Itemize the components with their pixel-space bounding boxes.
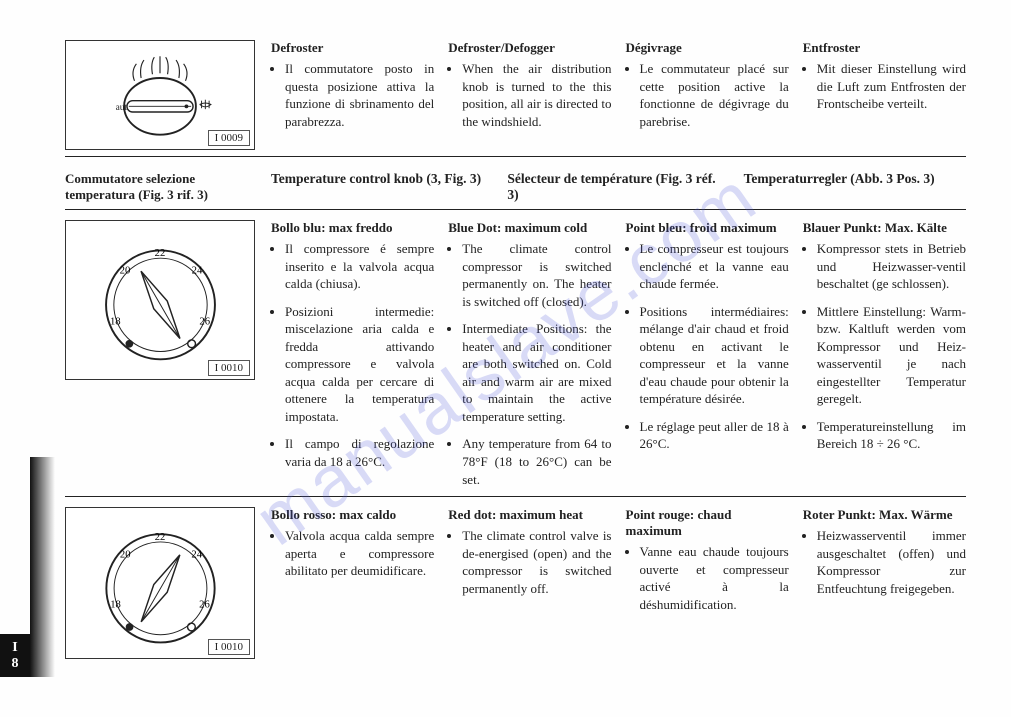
list-en: The climate control valve is de-energise…	[448, 527, 611, 597]
sec2head-fr: Sélecteur de température (Fig. 3 réf. 3)	[507, 171, 743, 203]
head-fr: Point bleu: froid maximum	[626, 220, 789, 236]
list-fr: Le compresseur est toujours enclenché et…	[626, 240, 789, 453]
list-de: Mit dieser Einstellung wird die Luft zum…	[803, 60, 966, 113]
section2-headings: Commutatore selezione temperatura (Fig. …	[65, 171, 966, 203]
list-it: Il commutatore posto in questa posizione…	[271, 60, 434, 130]
sec2head-it-col: Commutatore selezione temperatura (Fig. …	[65, 171, 255, 203]
head-it: Bollo blu: max freddo	[271, 220, 434, 236]
svg-text:aut: aut	[116, 103, 128, 113]
fig-temp-blue: 22 20 24 18 26 I 0010	[65, 220, 255, 380]
svg-text:18: 18	[110, 599, 121, 610]
side-tab: I 8	[0, 634, 30, 677]
section-defroster: aut I 0009 Defroster Il commutatore posto…	[65, 40, 966, 150]
list-it: Il compressore é sempre inserito e la va…	[271, 240, 434, 471]
divider	[65, 496, 966, 497]
section-blue-dot: 22 20 24 18 26 I 0010 Bollo blu: max fre…	[65, 220, 966, 490]
fig-defroster: aut I 0009	[65, 40, 255, 150]
list-fr: Le commutateur placé sur cette position …	[626, 60, 789, 130]
head-en: Defroster/Defogger	[448, 40, 611, 56]
side-gradient	[30, 457, 55, 677]
fig-label: I 0009	[208, 130, 250, 146]
svg-text:24: 24	[191, 549, 202, 560]
sec2head-de: Temperaturregler (Abb. 3 Pos. 3)	[744, 171, 966, 203]
sec2head-en: Temperature control knob (3, Fig. 3)	[271, 171, 507, 203]
svg-text:22: 22	[154, 532, 165, 543]
head-it: Defroster	[271, 40, 434, 56]
svg-text:24: 24	[191, 265, 202, 277]
head-de: Entfroster	[803, 40, 966, 56]
svg-text:26: 26	[199, 315, 210, 327]
svg-text:20: 20	[119, 265, 130, 277]
head-fr: Dégivrage	[626, 40, 789, 56]
list-fr: Vanne eau chaude toujours ouverte et com…	[626, 543, 789, 613]
fig-label: I 0010	[208, 360, 250, 376]
side-tab-l1: I	[0, 640, 30, 655]
svg-text:22: 22	[154, 247, 165, 259]
svg-text:20: 20	[119, 549, 130, 560]
head-fr: Point rouge: chaud maximum	[626, 507, 789, 539]
list-it: Valvola acqua calda sempre aperta e comp…	[271, 527, 434, 580]
fig-temp-red: 22 20 24 18 26 I 0010	[65, 507, 255, 659]
list-en: When the air distribution knob is turned…	[448, 60, 611, 130]
head-de: Blauer Punkt: Max. Kälte	[803, 220, 966, 236]
section-red-dot: 22 20 24 18 26 I 0010 Bollo rosso: max c…	[65, 507, 966, 659]
svg-text:26: 26	[199, 599, 210, 610]
head-en: Blue Dot: maximum cold	[448, 220, 611, 236]
fig-label: I 0010	[208, 639, 250, 655]
divider	[65, 209, 966, 210]
list-de: Heizwasserventil immer ausgeschaltet (of…	[803, 527, 966, 597]
list-de: Kompressor stets in Betrieb und Heizwass…	[803, 240, 966, 453]
side-tab-l2: 8	[0, 656, 30, 671]
list-en: The climate control compressor is switch…	[448, 240, 611, 488]
svg-text:18: 18	[109, 315, 120, 327]
divider	[65, 156, 966, 157]
head-en: Red dot: maximum heat	[448, 507, 611, 523]
head-it: Bollo rosso: max caldo	[271, 507, 434, 523]
head-de: Roter Punkt: Max. Wärme	[803, 507, 966, 523]
